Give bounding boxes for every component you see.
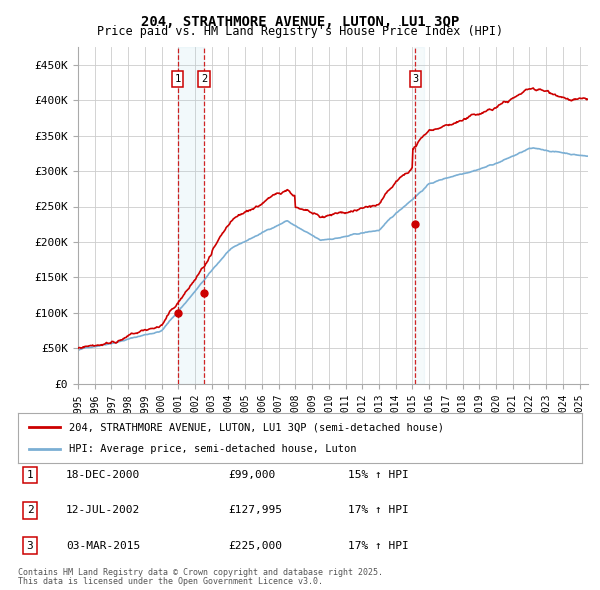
Text: This data is licensed under the Open Government Licence v3.0.: This data is licensed under the Open Gov… — [18, 577, 323, 586]
Text: 2: 2 — [26, 506, 34, 515]
Text: 204, STRATHMORE AVENUE, LUTON, LU1 3QP: 204, STRATHMORE AVENUE, LUTON, LU1 3QP — [141, 15, 459, 29]
Text: 2: 2 — [201, 74, 207, 84]
Text: 3: 3 — [26, 541, 34, 550]
Text: 15% ↑ HPI: 15% ↑ HPI — [348, 470, 409, 480]
Bar — [178, 47, 204, 384]
Text: £127,995: £127,995 — [228, 506, 282, 515]
Text: 17% ↑ HPI: 17% ↑ HPI — [348, 541, 409, 550]
Bar — [414, 47, 424, 384]
Text: 1: 1 — [26, 470, 34, 480]
Text: Contains HM Land Registry data © Crown copyright and database right 2025.: Contains HM Land Registry data © Crown c… — [18, 568, 383, 577]
Text: Price paid vs. HM Land Registry's House Price Index (HPI): Price paid vs. HM Land Registry's House … — [97, 25, 503, 38]
Text: £225,000: £225,000 — [228, 541, 282, 550]
Text: £99,000: £99,000 — [228, 470, 275, 480]
Text: 1: 1 — [175, 74, 181, 84]
Text: 204, STRATHMORE AVENUE, LUTON, LU1 3QP (semi-detached house): 204, STRATHMORE AVENUE, LUTON, LU1 3QP (… — [69, 422, 444, 432]
Text: HPI: Average price, semi-detached house, Luton: HPI: Average price, semi-detached house,… — [69, 444, 356, 454]
Text: 3: 3 — [412, 74, 418, 84]
Text: 18-DEC-2000: 18-DEC-2000 — [66, 470, 140, 480]
Text: 12-JUL-2002: 12-JUL-2002 — [66, 506, 140, 515]
Text: 03-MAR-2015: 03-MAR-2015 — [66, 541, 140, 550]
Text: 17% ↑ HPI: 17% ↑ HPI — [348, 506, 409, 515]
